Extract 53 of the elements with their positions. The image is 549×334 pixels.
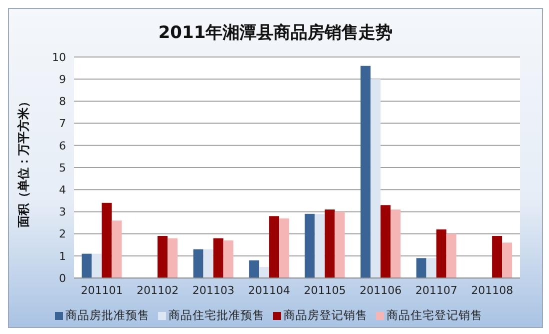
x-tick-label: 201108	[471, 284, 514, 297]
bar	[193, 249, 204, 278]
bar	[223, 240, 234, 278]
x-tick-label: 201107	[415, 284, 458, 297]
bar	[112, 220, 122, 278]
chart-title: 2011年湘潭县商品房销售走势	[157, 22, 394, 45]
legend-label: 商品住宅批准预售	[168, 308, 264, 323]
bar	[360, 66, 371, 278]
y-tick-label: 8	[59, 95, 66, 108]
bar	[203, 249, 214, 278]
bar	[492, 236, 502, 278]
bar	[213, 238, 224, 278]
x-tick-label: 201105	[304, 284, 346, 297]
bar	[259, 266, 270, 278]
bar	[502, 242, 512, 278]
legend-label: 商品房登记销售	[284, 308, 368, 323]
x-tick-label: 201106	[360, 284, 402, 297]
bar	[168, 238, 178, 278]
x-tick-label: 201104	[248, 284, 290, 297]
bar	[82, 254, 92, 278]
bar	[426, 258, 436, 278]
y-tick-label: 0	[59, 272, 66, 285]
bar	[380, 205, 391, 278]
bar	[390, 209, 401, 278]
bar	[446, 234, 456, 278]
x-tick-label: 201102	[136, 284, 179, 297]
bar	[416, 258, 426, 278]
legend-label: 商品住宅登记销售	[386, 308, 482, 323]
x-tick-label: 201103	[192, 284, 234, 297]
y-tick-label: 6	[59, 139, 66, 152]
y-tick-label: 7	[59, 117, 66, 130]
bar	[92, 254, 102, 278]
bar	[436, 229, 446, 278]
bar	[324, 209, 335, 278]
bar	[314, 214, 325, 278]
bar	[304, 214, 315, 278]
y-tick-label: 1	[59, 250, 66, 263]
legend-label: 商品房批准预售	[66, 308, 150, 323]
bar	[334, 212, 345, 278]
y-tick-label: 10	[52, 50, 66, 64]
bar	[102, 202, 112, 278]
y-tick-label: 4	[59, 184, 66, 197]
y-axis-title: 面积（单位：万平方米）	[16, 96, 30, 228]
y-tick-label: 9	[59, 73, 66, 86]
bar	[370, 79, 381, 278]
y-tick-label: 2	[59, 228, 66, 241]
x-tick-label: 201101	[80, 284, 123, 297]
bar	[279, 218, 290, 278]
y-tick-label: 3	[59, 206, 66, 219]
bar	[158, 236, 168, 278]
bar	[249, 260, 260, 278]
y-tick-label: 5	[59, 161, 66, 174]
bar	[269, 216, 280, 278]
